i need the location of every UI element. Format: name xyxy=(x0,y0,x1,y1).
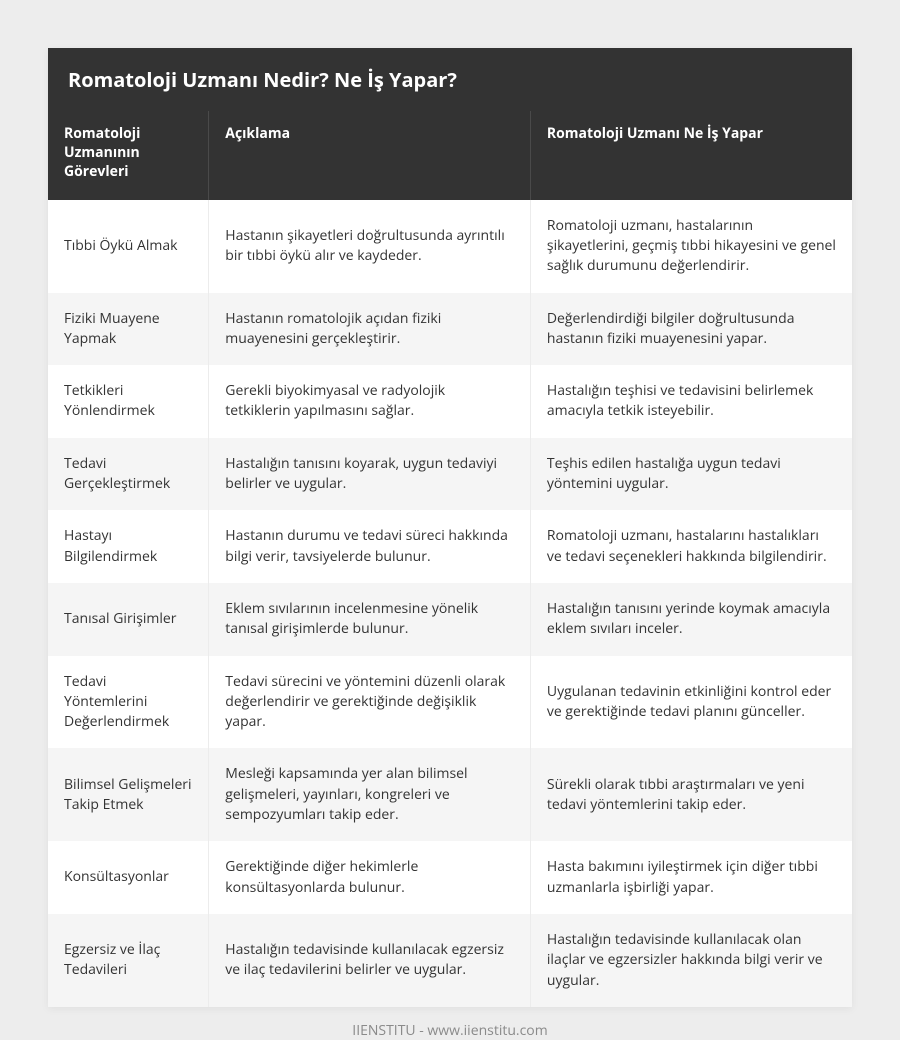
cell-what: Uygulanan tedavinin etkinliğini kontrol … xyxy=(530,656,852,749)
table-header-row: Romatoloji Uzmanının Görevleri Açıklama … xyxy=(48,111,852,200)
table-row: Konsültasyonlar Gerektiğinde diğer hekim… xyxy=(48,841,852,914)
cell-desc: Tedavi sürecini ve yöntemini düzenli ola… xyxy=(209,656,531,749)
table-row: Hastayı Bilgilendirmek Hastanın durumu v… xyxy=(48,510,852,583)
table-row: Tıbbi Öykü Almak Hastanın şikayetleri do… xyxy=(48,200,852,293)
cell-what: Hastalığın tedavisinde kullanılacak olan… xyxy=(530,914,852,1007)
cell-desc: Hastanın romatolojik açıdan fiziki muaye… xyxy=(209,293,531,366)
cell-what: Romatoloji uzmanı, hastalarını hastalıkl… xyxy=(530,510,852,583)
cell-desc: Eklem sıvılarının incelenmesine yönelik … xyxy=(209,583,531,656)
table-row: Tanısal Girişimler Eklem sıvılarının inc… xyxy=(48,583,852,656)
table-row: Tedavi Yöntemlerini Değerlendirmek Tedav… xyxy=(48,656,852,749)
cell-what: Hastalığın teşhisi ve tedavisini belirle… xyxy=(530,365,852,438)
duties-table: Romatoloji Uzmanının Görevleri Açıklama … xyxy=(48,111,852,1007)
cell-what: Hastalığın tanısını yerinde koymak amacı… xyxy=(530,583,852,656)
cell-desc: Gerektiğinde diğer hekimlerle konsültasy… xyxy=(209,841,531,914)
table-body: Tıbbi Öykü Almak Hastanın şikayetleri do… xyxy=(48,200,852,1007)
cell-what: Teşhis edilen hastalığa uygun tedavi yön… xyxy=(530,438,852,511)
cell-duty: Egzersiz ve İlaç Tedavileri xyxy=(48,914,209,1007)
cell-desc: Hastalığın tanısını koyarak, uygun tedav… xyxy=(209,438,531,511)
cell-duty: Konsültasyonlar xyxy=(48,841,209,914)
cell-desc: Hastalığın tedavisinde kullanılacak egze… xyxy=(209,914,531,1007)
cell-desc: Mesleği kapsamında yer alan bilimsel gel… xyxy=(209,748,531,841)
col-header-duties: Romatoloji Uzmanının Görevleri xyxy=(48,111,209,200)
cell-duty: Tanısal Girişimler xyxy=(48,583,209,656)
content-card: Romatoloji Uzmanı Nedir? Ne İş Yapar? Ro… xyxy=(48,48,852,1007)
col-header-description: Açıklama xyxy=(209,111,531,200)
footer-credit: IIENSTITU - www.iienstitu.com xyxy=(352,1021,547,1040)
table-row: Bilimsel Gelişmeleri Takip Etmek Mesleği… xyxy=(48,748,852,841)
cell-what: Romatoloji uzmanı, hastalarının şikayetl… xyxy=(530,200,852,293)
cell-duty: Tedavi Gerçekleştirmek xyxy=(48,438,209,511)
cell-duty: Tıbbi Öykü Almak xyxy=(48,200,209,293)
table-row: Fiziki Muayene Yapmak Hastanın romatoloj… xyxy=(48,293,852,366)
cell-desc: Hastanın durumu ve tedavi süreci hakkınd… xyxy=(209,510,531,583)
cell-duty: Fiziki Muayene Yapmak xyxy=(48,293,209,366)
cell-duty: Hastayı Bilgilendirmek xyxy=(48,510,209,583)
cell-desc: Hastanın şikayetleri doğrultusunda ayrın… xyxy=(209,200,531,293)
cell-duty: Tedavi Yöntemlerini Değerlendirmek xyxy=(48,656,209,749)
cell-duty: Tetkikleri Yönlendirmek xyxy=(48,365,209,438)
page-title: Romatoloji Uzmanı Nedir? Ne İş Yapar? xyxy=(48,48,852,111)
col-header-what-does: Romatoloji Uzmanı Ne İş Yapar xyxy=(530,111,852,200)
cell-what: Hasta bakımını iyileştirmek için diğer t… xyxy=(530,841,852,914)
cell-duty: Bilimsel Gelişmeleri Takip Etmek xyxy=(48,748,209,841)
cell-desc: Gerekli biyokimyasal ve radyolojik tetki… xyxy=(209,365,531,438)
cell-what: Değerlendirdiği bilgiler doğrultusunda h… xyxy=(530,293,852,366)
table-row: Tetkikleri Yönlendirmek Gerekli biyokimy… xyxy=(48,365,852,438)
cell-what: Sürekli olarak tıbbi araştırmaları ve ye… xyxy=(530,748,852,841)
table-row: Egzersiz ve İlaç Tedavileri Hastalığın t… xyxy=(48,914,852,1007)
table-row: Tedavi Gerçekleştirmek Hastalığın tanısı… xyxy=(48,438,852,511)
